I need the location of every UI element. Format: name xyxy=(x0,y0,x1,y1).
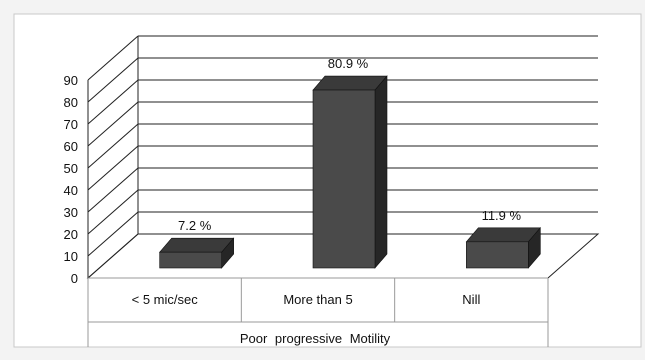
y-tick-label: 60 xyxy=(64,139,78,154)
bar xyxy=(312,89,376,269)
x-axis-title: Poor progressive Motility xyxy=(240,331,391,346)
x-category-label: < 5 mic/sec xyxy=(132,292,199,307)
y-tick-label: 0 xyxy=(71,271,78,286)
bar-side xyxy=(374,75,388,269)
bar-top xyxy=(159,237,235,253)
gridline-side xyxy=(87,79,139,125)
gridline-side xyxy=(87,123,139,169)
x-category-label: Nill xyxy=(462,292,480,307)
gridline-side xyxy=(87,145,139,191)
y-axis-ticks: 0 10 20 30 40 50 60 70 80 90 xyxy=(64,73,78,286)
gridline-side xyxy=(87,167,139,213)
y-tick-label: 30 xyxy=(64,205,78,220)
y-tick-label: 50 xyxy=(64,161,78,176)
bar-top xyxy=(312,75,388,91)
y-tick-label: 70 xyxy=(64,117,78,132)
bar-top xyxy=(465,227,541,243)
gridline-side xyxy=(87,211,139,257)
chart-walls xyxy=(87,36,139,278)
data-label: 11.9 % xyxy=(482,208,522,223)
y-tick-label: 40 xyxy=(64,183,78,198)
y-tick-label: 20 xyxy=(64,227,78,242)
x-category-label: More than 5 xyxy=(283,292,352,307)
gridline-side xyxy=(87,189,139,235)
gridline-side xyxy=(87,35,139,81)
y-tick-label: 10 xyxy=(64,249,78,264)
data-label: 7.2 % xyxy=(178,218,212,233)
y-tick-label: 80 xyxy=(64,95,78,110)
bar xyxy=(159,251,222,269)
bars xyxy=(159,75,541,269)
data-label: 80.9 % xyxy=(328,56,369,71)
gridline-side xyxy=(87,57,139,103)
y-tick-label: 90 xyxy=(64,73,78,88)
data-labels: 7.2 % 80.9 % 11.9 % xyxy=(178,56,521,233)
category-table: < 5 mic/sec More than 5 Nill xyxy=(87,277,549,347)
bar xyxy=(466,241,529,269)
gridline-side xyxy=(87,101,139,147)
